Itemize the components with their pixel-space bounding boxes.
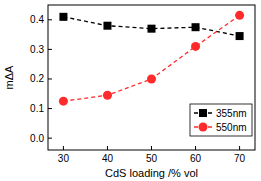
y-tick (48, 108, 52, 109)
plot-area (59, 11, 244, 106)
series-line (63, 15, 239, 101)
y-tick (48, 138, 52, 139)
data-point (103, 91, 112, 100)
x-tick (63, 146, 64, 150)
data-point (59, 97, 68, 106)
legend-label: 355nm (216, 108, 247, 119)
y-tick-label: 0.2 (30, 73, 44, 84)
legend-marker (199, 123, 208, 132)
x-tick (239, 146, 240, 150)
data-point (192, 23, 200, 31)
x-tick (195, 146, 196, 150)
x-tick (151, 146, 152, 150)
data-point (103, 22, 111, 30)
legend-marker (199, 109, 207, 117)
y-tick-label: 0.1 (30, 103, 44, 114)
data-point (235, 11, 244, 20)
series-line (63, 17, 239, 36)
y-tick-label: 0.0 (30, 133, 44, 144)
y-tick-label: 0.4 (30, 14, 44, 25)
data-point (147, 74, 156, 83)
y-tick (48, 78, 52, 79)
x-tick (107, 146, 108, 150)
legend-label: 550nm (216, 122, 247, 133)
data-point (59, 13, 67, 21)
y-tick (48, 19, 52, 20)
plot-frame (48, 5, 255, 150)
x-tick-label: 70 (234, 153, 246, 164)
chart: 30 40 50 60 70 0.0 0.1 0.2 0.3 0.4 CdS loading /% … (0, 0, 261, 181)
y-tick-label: 0.3 (30, 44, 44, 55)
x-tick-label: 30 (58, 153, 70, 164)
x-tick-label: 40 (102, 153, 114, 164)
data-point (148, 25, 156, 33)
legend-box (190, 104, 252, 136)
legend: 355nm 550nm (190, 104, 252, 136)
x-axis-label: CdS loading /% vol (105, 167, 198, 179)
y-axis-label: mΔA (3, 65, 15, 90)
y-tick (48, 49, 52, 50)
data-point (191, 42, 200, 51)
data-point (236, 32, 244, 40)
x-tick-label: 60 (190, 153, 202, 164)
x-tick-label: 50 (146, 153, 158, 164)
